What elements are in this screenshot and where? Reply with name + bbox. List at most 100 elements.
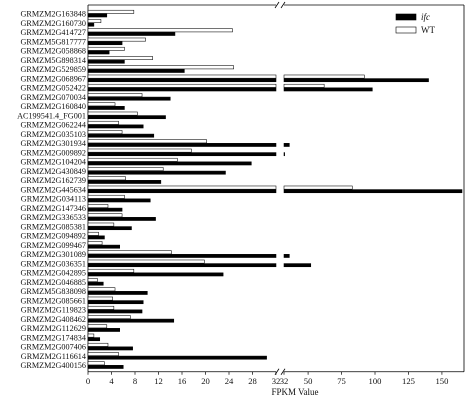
gene-label: GRMZM2G009892 — [20, 148, 86, 157]
x-tick-label: 8 — [133, 376, 137, 386]
legend-swatch-wt — [395, 26, 417, 34]
bar-wt — [87, 259, 205, 264]
bar-wt — [87, 361, 105, 366]
gene-label: GRMZM2G035103 — [20, 130, 86, 139]
bar-wt — [87, 324, 108, 329]
x-axis-title: FPKM Value — [271, 387, 318, 397]
legend: ifc WT — [395, 12, 435, 35]
gene-label: GRMZM2G147346 — [20, 204, 86, 213]
bar-ifc — [87, 244, 121, 249]
x-tick-label: 32 — [272, 376, 281, 386]
gene-label: GRMZM2G036351 — [20, 259, 86, 268]
bar-ifc — [87, 41, 123, 46]
bar-wt — [87, 157, 178, 162]
x-tick-label: 32 — [280, 376, 289, 386]
bar-wt — [87, 120, 119, 125]
bar-wt — [87, 278, 98, 282]
bar-wt — [87, 185, 277, 190]
bar-wt — [87, 305, 115, 310]
bar-ifc — [87, 328, 121, 332]
axis-break-mark — [274, 1, 280, 9]
gene-label: AC199541.4_FG001 — [17, 111, 86, 120]
bar-wt — [87, 148, 192, 153]
gene-label: GRMZM2G007406 — [20, 343, 86, 352]
gene-label: GRMZM2G174834 — [20, 333, 86, 342]
bar-ifc — [87, 152, 277, 157]
bar-ifc — [87, 272, 224, 277]
bar-wt — [87, 333, 95, 338]
axis-break-gap-top — [276, 3, 284, 7]
gene-label: GRMZM2G301089 — [20, 250, 86, 259]
axis-break-mark — [280, 368, 286, 375]
bar-ifc-continued — [283, 143, 290, 147]
bar-ifc-continued — [283, 254, 290, 258]
bar-wt — [87, 46, 125, 51]
bar-wt — [87, 130, 123, 134]
bar-ifc — [87, 78, 277, 83]
plot-area — [87, 1, 465, 375]
bar-ifc — [87, 180, 162, 184]
bar-ifc-continued — [283, 152, 285, 157]
bar-ifc — [87, 365, 124, 369]
gene-label: GRMZM2G062244 — [20, 121, 86, 130]
gene-label: GRMZM5G838098 — [20, 287, 86, 296]
bar-wt — [87, 222, 115, 227]
bar-wt — [87, 37, 146, 42]
bar-wt — [87, 342, 109, 347]
bar-ifc — [87, 13, 108, 18]
x-tick-label: 125 — [402, 376, 415, 386]
bar-wt — [87, 102, 116, 107]
gene-label: GRMZM2G099467 — [20, 241, 86, 250]
bar-wt — [87, 231, 99, 236]
bar-ifc — [87, 115, 166, 120]
bar-wt — [87, 287, 116, 292]
gene-label: GRMZM2G119823 — [21, 306, 86, 315]
bar-ifc — [87, 337, 101, 342]
bar-wt — [87, 268, 135, 273]
legend-swatch-ifc — [395, 13, 417, 21]
bar-wt — [87, 93, 143, 97]
bar-ifc — [87, 22, 95, 27]
gene-label: GRMZM2G400156 — [20, 361, 86, 370]
gene-label: GRMZM2G085381 — [20, 222, 86, 231]
gene-label: GRMZM2G414727 — [20, 28, 86, 37]
gene-label: GRMZM2G445634 — [20, 185, 86, 194]
gene-label: GRMZM2G529859 — [20, 65, 86, 74]
x-tick-label: 0 — [86, 376, 90, 386]
bar-ifc — [87, 300, 144, 305]
gene-label: GRMZM2G430849 — [20, 167, 86, 176]
bar-wt — [87, 83, 277, 88]
gene-label: GRMZM2G094892 — [20, 232, 86, 241]
x-tick-label: 20 — [201, 376, 210, 386]
gene-label: GRMZM5G898314 — [20, 56, 86, 65]
legend-label-ifc: ifc — [421, 12, 430, 22]
gene-label: GRMZM2G034113 — [21, 195, 86, 204]
bar-ifc-continued — [283, 78, 429, 83]
legend-label-wt: WT — [421, 25, 435, 35]
bar-wt — [87, 204, 109, 208]
gene-label: GRMZM2G160730 — [20, 19, 86, 28]
bar-ifc — [87, 263, 277, 268]
gene-label: GRMZM2G046885 — [20, 278, 86, 287]
bar-ifc — [87, 87, 277, 92]
bar-wt — [87, 111, 138, 116]
bar-ifc — [87, 235, 105, 240]
gene-label: GRMZM2G042895 — [20, 269, 86, 278]
bar-ifc-continued — [283, 263, 312, 268]
bar-ifc — [87, 226, 132, 231]
gene-label: GRMZM2G070034 — [20, 93, 86, 102]
bar-wt — [87, 352, 119, 356]
bar-ifc — [87, 309, 143, 314]
bar-ifc — [87, 254, 277, 258]
gene-label: GRMZM2G104204 — [20, 158, 86, 167]
x-tick-label: 16 — [178, 376, 187, 386]
bar-wt — [87, 194, 125, 199]
bar-wt — [87, 315, 131, 319]
bar-ifc — [87, 50, 110, 55]
x-tick-label: 24 — [225, 376, 234, 386]
bar-wt — [87, 139, 207, 144]
x-tick-label: 28 — [248, 376, 257, 386]
bar-ifc — [87, 106, 125, 110]
bar-wt — [87, 213, 123, 218]
